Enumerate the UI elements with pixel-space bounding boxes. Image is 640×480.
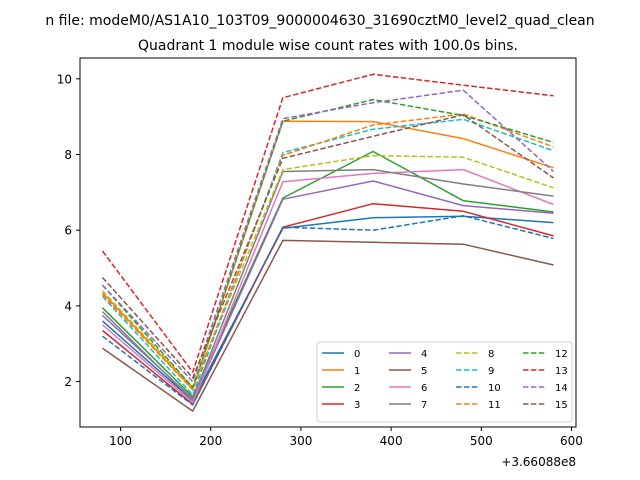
x-tick-label: 600 <box>560 434 583 448</box>
series-line-14 <box>101 89 555 383</box>
series-line-5 <box>102 239 554 412</box>
series-line-3 <box>102 202 554 406</box>
series-line-12 <box>101 98 554 389</box>
x-tick-label: 100 <box>109 434 132 448</box>
series-line-2 <box>101 150 554 398</box>
chart-title: Quadrant 1 module wise count rates with … <box>138 38 518 54</box>
x-tick-label: 200 <box>199 434 222 448</box>
legend-label-6: 6 <box>421 383 427 394</box>
plot-frame <box>79 57 577 428</box>
y-tick-label: 4 <box>64 299 72 313</box>
legend-label-12: 12 <box>555 349 568 360</box>
x-tick-label: 500 <box>470 434 493 448</box>
legend-label-5: 5 <box>421 366 427 377</box>
legend-box <box>316 341 573 423</box>
x-tick-label: 400 <box>380 434 403 448</box>
series-line-1 <box>101 120 554 390</box>
series-line-0 <box>102 215 554 402</box>
legend-label-1: 1 <box>354 366 360 377</box>
legend-label-10: 10 <box>488 383 501 394</box>
legend-label-11: 11 <box>488 400 501 411</box>
legend-label-2: 2 <box>354 383 360 394</box>
series-line-10 <box>102 215 554 406</box>
legend-label-7: 7 <box>421 400 427 411</box>
legend-label-8: 8 <box>488 349 494 360</box>
x-offset-label: +3.66088e8 <box>501 455 576 469</box>
legend-label-0: 0 <box>354 349 360 360</box>
y-tick-label: 6 <box>64 224 72 238</box>
legend-label-13: 13 <box>555 366 568 377</box>
y-tick-label: 10 <box>57 72 72 86</box>
series-line-13 <box>101 73 554 373</box>
legend-label-4: 4 <box>421 349 427 360</box>
legend-label-3: 3 <box>354 400 360 411</box>
y-tick-label: 8 <box>64 148 72 162</box>
series-layer <box>101 73 555 412</box>
series-line-7 <box>101 168 554 400</box>
legend-label-14: 14 <box>555 383 568 394</box>
x-tick-label: 300 <box>289 434 312 448</box>
legend-label-15: 15 <box>555 400 568 411</box>
series-line-6 <box>102 168 554 404</box>
y-tick-label: 2 <box>64 375 72 389</box>
series-line-8 <box>101 154 554 389</box>
legend-label-9: 9 <box>488 366 494 377</box>
chart-suptitle: n file: modeM0/AS1A10_103T09_9000004630_… <box>45 13 594 29</box>
series-line-15 <box>101 114 554 379</box>
